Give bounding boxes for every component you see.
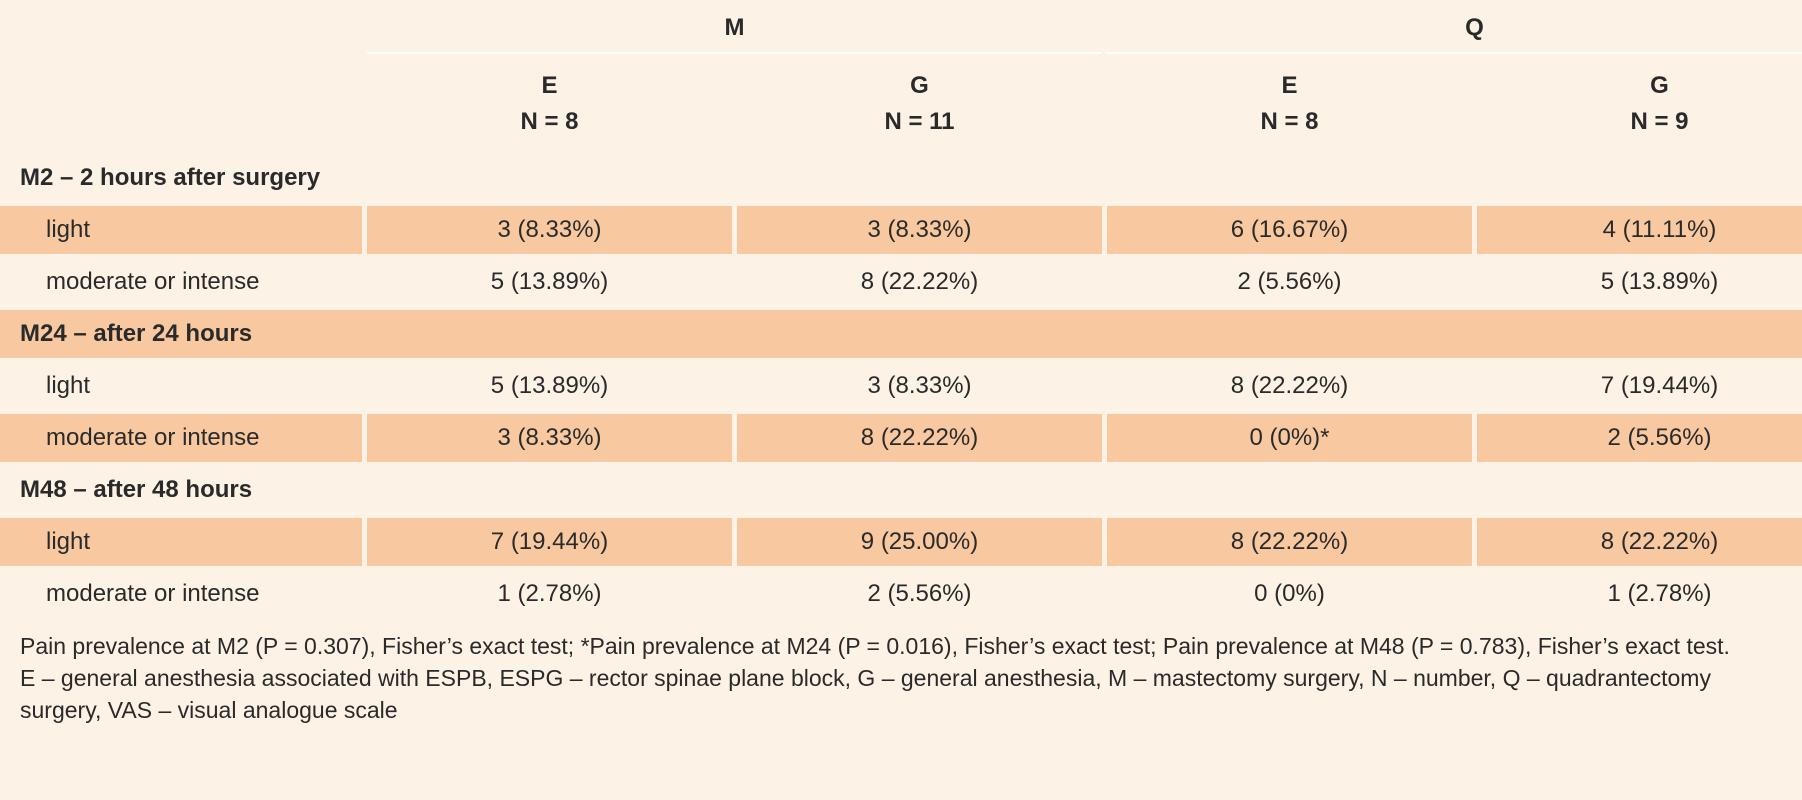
group-header-row: M Q [0, 4, 1802, 54]
corner-cell [0, 58, 362, 150]
table-cell: 5 (13.89%) [490, 372, 609, 399]
column-header: G N = 9 [1477, 58, 1802, 150]
table-footnotes: Pain prevalence at M2 (P = 0.307), Fishe… [20, 630, 1780, 726]
row-label: moderate or intense [0, 414, 362, 462]
table-row: moderate or intense 3 (8.33%) 8 (22.22%)… [0, 414, 1802, 462]
row-label: light [46, 372, 91, 399]
table-cell: 3 (8.33%) [367, 414, 732, 462]
column-label: E [541, 72, 558, 99]
section-title: M24 – after 24 hours [0, 310, 1802, 358]
column-n: N = 8 [520, 108, 579, 135]
column-n: N = 8 [1260, 108, 1319, 135]
table-cell: 9 (25.00%) [737, 518, 1102, 566]
table-cell: 5 (13.89%) [1600, 268, 1719, 295]
table-cell: 3 (8.33%) [367, 206, 732, 254]
column-n: N = 9 [1630, 108, 1689, 135]
row-label: moderate or intense [46, 580, 260, 607]
table-cell: 8 (22.22%) [860, 268, 979, 295]
group-header-m: M [367, 4, 1102, 54]
table-cell: 2 (5.56%) [1237, 268, 1342, 295]
table-cell: 6 (16.67%) [1107, 206, 1472, 254]
table-row: light 3 (8.33%) 3 (8.33%) 6 (16.67%) 4 (… [0, 206, 1802, 254]
table-cell: 8 (22.22%) [1230, 372, 1349, 399]
table-cell: 3 (8.33%) [737, 206, 1102, 254]
corner-cell [0, 4, 362, 54]
column-label: E [1281, 72, 1298, 99]
column-header: E N = 8 [1107, 58, 1472, 150]
table-cell: 8 (22.22%) [1107, 518, 1472, 566]
table-row: light 5 (13.89%) 3 (8.33%) 8 (22.22%) 7 … [0, 362, 1802, 410]
table-cell: 0 (0%)* [1107, 414, 1472, 462]
section-title: M2 – 2 hours after surgery [20, 164, 321, 191]
column-header: G N = 11 [737, 58, 1102, 150]
table-row: moderate or intense 5 (13.89%) 8 (22.22%… [0, 258, 1802, 306]
table-cell: 7 (19.44%) [1600, 372, 1719, 399]
table-cell: 4 (11.11%) [1477, 206, 1802, 254]
table-cell: 7 (19.44%) [367, 518, 732, 566]
section-row: M48 – after 48 hours [0, 466, 1802, 514]
table-cell: 1 (2.78%) [497, 580, 602, 607]
row-label: light [0, 206, 362, 254]
group-header-q: Q [1107, 4, 1802, 54]
pain-prevalence-table: M Q E N = 8 G N = 11 E N = 8 G N = 9 M2 – 2 … [0, 4, 1802, 618]
table-cell: 2 (5.56%) [867, 580, 972, 607]
table-cell: 8 (22.22%) [1477, 518, 1802, 566]
table-row: light 7 (19.44%) 9 (25.00%) 8 (22.22%) 8… [0, 518, 1802, 566]
column-header-row: E N = 8 G N = 11 E N = 8 G N = 9 [0, 58, 1802, 150]
column-header: E N = 8 [367, 58, 732, 150]
column-label: G [910, 72, 929, 99]
row-label: moderate or intense [46, 268, 260, 295]
table-cell: 0 (0%) [1254, 580, 1325, 607]
table-cell: 1 (2.78%) [1607, 580, 1712, 607]
column-n: N = 11 [884, 108, 955, 135]
table-cell: 2 (5.56%) [1477, 414, 1802, 462]
table-cell: 8 (22.22%) [737, 414, 1102, 462]
column-label: G [1650, 72, 1669, 99]
section-title: M48 – after 48 hours [20, 476, 253, 503]
table-cell: 3 (8.33%) [867, 372, 972, 399]
table-row: moderate or intense 1 (2.78%) 2 (5.56%) … [0, 570, 1802, 618]
section-row: M24 – after 24 hours [0, 310, 1802, 358]
footnote-statistics: Pain prevalence at M2 (P = 0.307), Fishe… [20, 633, 1730, 659]
table-cell: 5 (13.89%) [490, 268, 609, 295]
row-label: light [0, 518, 362, 566]
section-row: M2 – 2 hours after surgery [0, 154, 1802, 202]
footnote-abbreviations: E – general anesthesia associated with E… [20, 665, 1711, 723]
